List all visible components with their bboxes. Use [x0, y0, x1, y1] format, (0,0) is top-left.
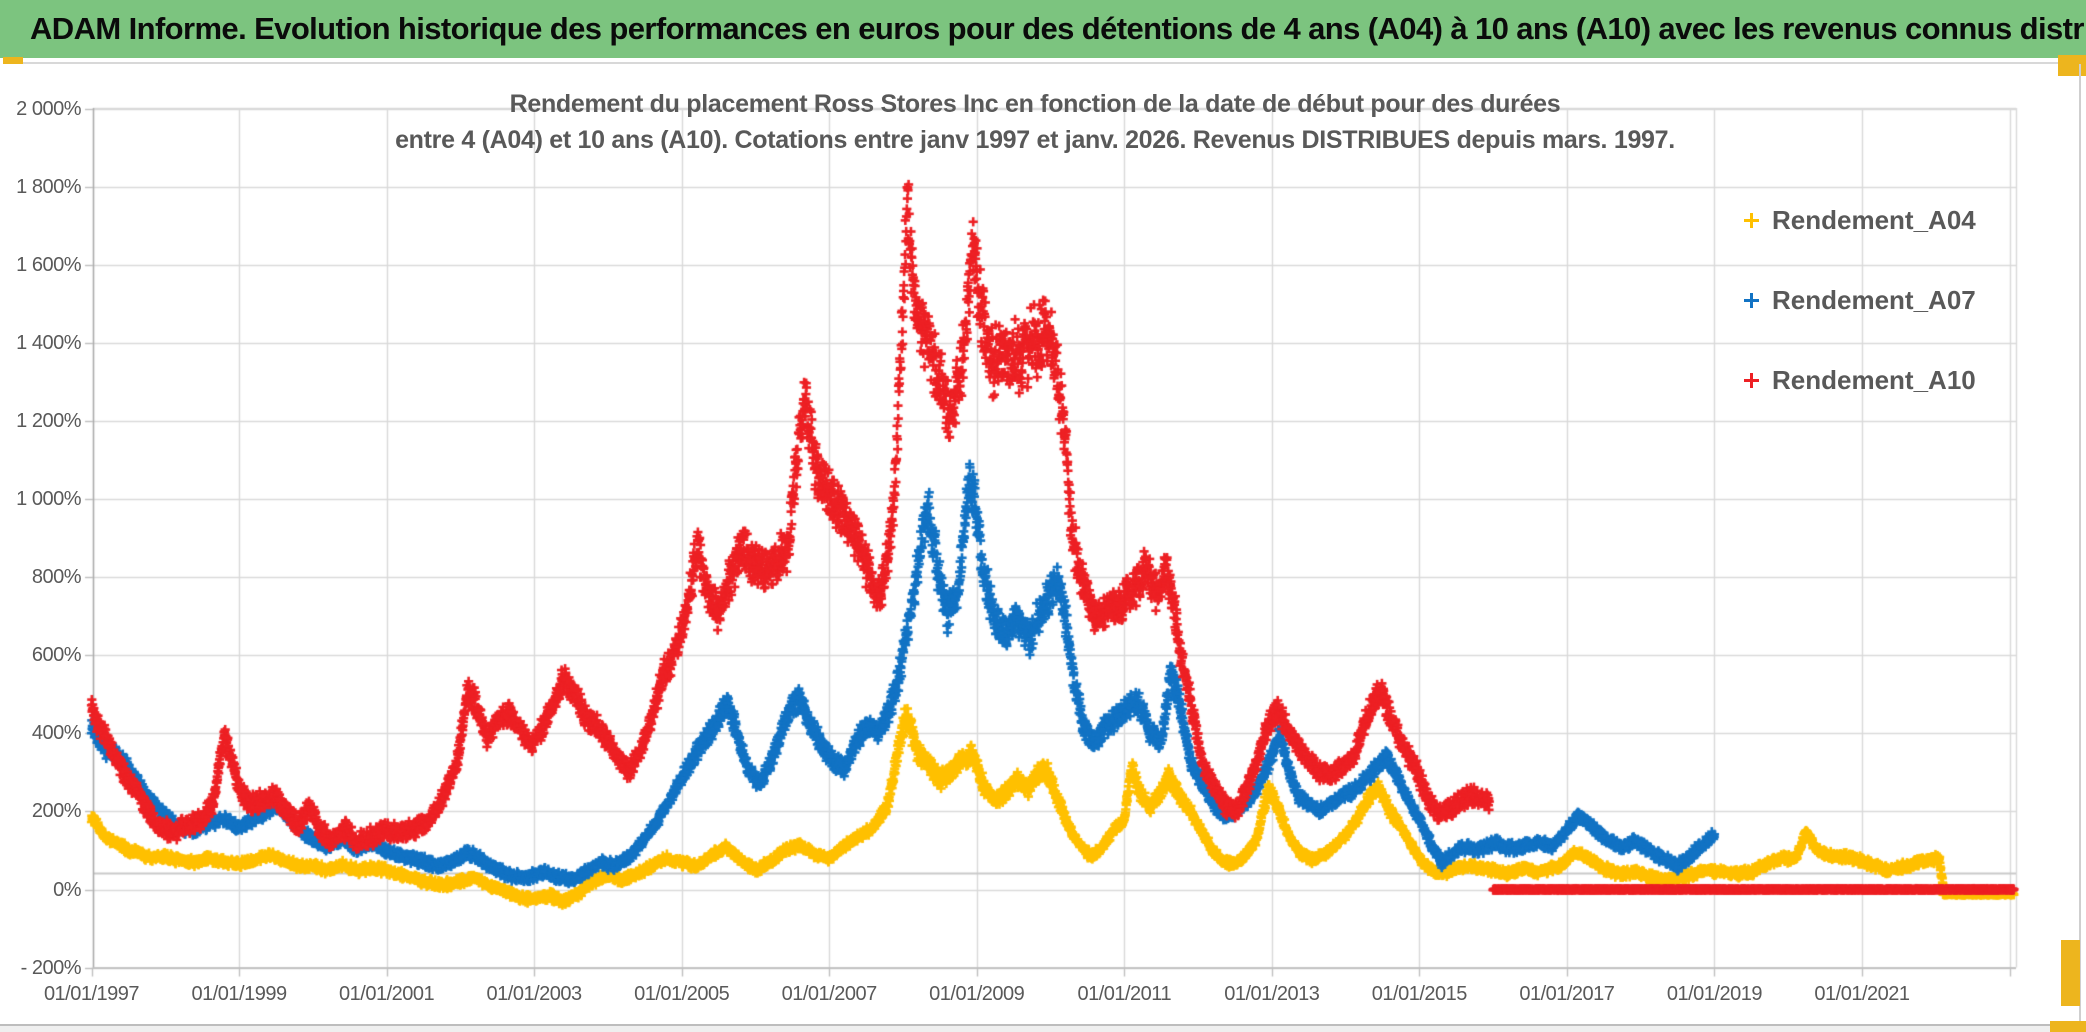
x-tick-label: 01/01/1997 [43, 983, 140, 1005]
legend-label: Rendement_A04 [1772, 205, 1976, 235]
y-tick-label: 0% [53, 878, 81, 901]
y-tick-label: 1 000% [16, 488, 81, 510]
x-tick-label: 01/01/2009 [929, 983, 1025, 1005]
legend-label: Rendement_A10 [1772, 365, 1976, 395]
chart-title: Rendement du placement Ross Stores Inc e… [60, 86, 2010, 158]
y-tick-label: 800% [31, 566, 82, 589]
chart-title-line2: entre 4 (A04) et 10 ans (A10). Cotations… [395, 126, 1675, 154]
x-tick-label: 01/01/2019 [1666, 983, 1763, 1005]
y-tick-label: 400% [31, 722, 82, 745]
y-tick-label: 200% [31, 800, 82, 823]
legend-plus-marker-icon [1744, 213, 1759, 228]
x-tick-label: 01/01/2001 [339, 983, 435, 1005]
x-tick-label: 01/01/2017 [1519, 983, 1615, 1005]
x-tick-label: 01/01/2003 [486, 983, 583, 1005]
y-tick-label: 1 800% [16, 175, 81, 198]
right-edge-rule [2079, 64, 2081, 1024]
x-tick-label: 01/01/2005 [634, 983, 730, 1005]
bottom-strip [0, 1026, 2086, 1032]
y-tick-label: 1 200% [16, 409, 81, 432]
legend-item-rendement_a04[interactable]: Rendement_A04 [1744, 205, 1976, 236]
y-tick-label: - 200% [20, 956, 82, 979]
x-tick-label: 01/01/2011 [1077, 983, 1172, 1005]
y-tick-label: 1 600% [16, 253, 81, 276]
y-tick-label: 600% [31, 644, 82, 667]
horizontal-scrollbar-thumb[interactable] [2050, 1021, 2086, 1032]
y-tick-label: 2 000% [16, 97, 81, 120]
y-tick-label: 1 400% [16, 331, 81, 354]
x-tick-label: 01/01/2015 [1371, 983, 1468, 1005]
legend-plus-marker-icon [1744, 373, 1759, 388]
vertical-scrollbar-thumb[interactable] [2061, 940, 2080, 1006]
x-tick-label: 01/01/2021 [1814, 983, 1910, 1005]
legend-item-rendement_a10[interactable]: Rendement_A10 [1744, 365, 1976, 396]
x-tick-label: 01/01/2013 [1224, 983, 1320, 1005]
bottom-edge-rule [0, 1024, 2086, 1026]
chart-title-line1: Rendement du placement Ross Stores Inc e… [509, 90, 1561, 118]
x-tick-label: 01/01/2007 [781, 983, 878, 1005]
legend-item-rendement_a07[interactable]: Rendement_A07 [1744, 285, 1976, 316]
legend-label: Rendement_A07 [1772, 285, 1976, 315]
x-tick-label: 01/01/1999 [191, 983, 287, 1005]
legend-plus-marker-icon [1744, 293, 1759, 308]
